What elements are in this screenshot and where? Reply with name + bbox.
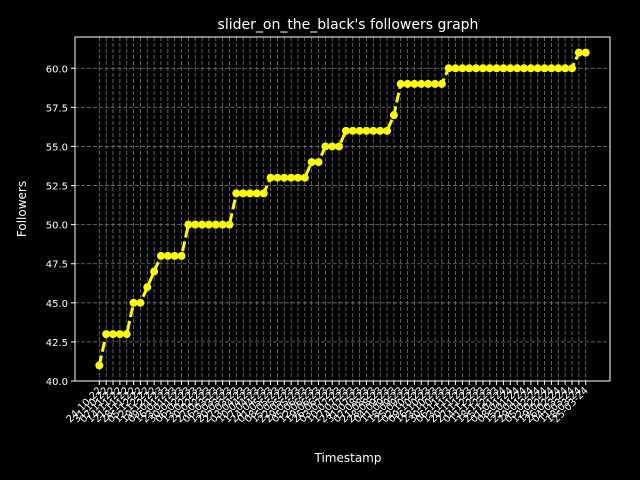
data-point: [287, 173, 296, 182]
y-tick-label: 52.5: [46, 182, 68, 193]
data-point: [376, 126, 385, 135]
data-point: [129, 298, 138, 307]
data-point: [204, 220, 213, 229]
data-point: [520, 64, 529, 73]
data-point: [513, 64, 522, 73]
data-point: [314, 158, 323, 167]
data-point: [273, 173, 282, 182]
y-tick-label: 40.0: [46, 377, 68, 388]
data-point: [465, 64, 474, 73]
y-axis-label: Followers: [15, 181, 29, 237]
data-point: [218, 220, 227, 229]
data-point: [492, 64, 501, 73]
data-point: [403, 79, 412, 88]
data-point: [163, 251, 172, 260]
data-point: [266, 173, 275, 182]
data-point: [211, 220, 220, 229]
data-point: [95, 361, 104, 370]
data-point: [143, 283, 152, 292]
data-point: [156, 251, 165, 260]
data-point: [369, 126, 378, 135]
data-point: [239, 189, 248, 198]
data-point: [252, 189, 261, 198]
data-point: [417, 79, 426, 88]
data-point: [389, 111, 398, 120]
data-point: [362, 126, 371, 135]
data-point: [321, 142, 330, 151]
data-point: [115, 330, 124, 339]
data-point: [259, 189, 268, 198]
data-point: [561, 64, 570, 73]
data-point: [150, 267, 159, 276]
y-tick-label: 60.0: [46, 64, 68, 75]
y-tick-label: 47.5: [46, 260, 68, 271]
data-point: [540, 64, 549, 73]
data-point: [383, 126, 392, 135]
data-point: [177, 251, 186, 260]
data-point: [472, 64, 481, 73]
data-point: [396, 79, 405, 88]
data-point: [122, 330, 131, 339]
data-point: [554, 64, 563, 73]
data-point: [437, 79, 446, 88]
data-point: [307, 158, 316, 167]
data-point: [225, 220, 234, 229]
data-point: [430, 79, 439, 88]
data-point: [198, 220, 207, 229]
data-point: [581, 48, 590, 57]
plot-frame: [74, 36, 611, 382]
data-point: [485, 64, 494, 73]
data-point: [184, 220, 193, 229]
data-point: [341, 126, 350, 135]
data-point: [424, 79, 433, 88]
data-point: [506, 64, 515, 73]
data-point: [232, 189, 241, 198]
data-point: [102, 330, 111, 339]
data-point: [478, 64, 487, 73]
y-tick-label: 57.5: [46, 103, 68, 114]
y-tick-label: 42.5: [46, 338, 68, 349]
data-point: [567, 64, 576, 73]
data-point: [526, 64, 535, 73]
data-point: [444, 64, 453, 73]
data-point: [300, 173, 309, 182]
data-point: [246, 189, 255, 198]
data-point: [170, 251, 179, 260]
data-point: [328, 142, 337, 151]
data-point: [191, 220, 200, 229]
x-axis-label: Timestamp: [314, 451, 382, 465]
y-tick-label: 45.0: [46, 299, 68, 310]
data-point: [280, 173, 289, 182]
data-point: [499, 64, 508, 73]
data-point: [451, 64, 460, 73]
y-tick-label: 55.0: [46, 142, 68, 153]
data-point: [574, 48, 583, 57]
data-point: [533, 64, 542, 73]
data-point: [355, 126, 364, 135]
chart-title: slider_on_the_black's followers graph: [218, 17, 479, 33]
data-point: [293, 173, 302, 182]
data-point: [348, 126, 357, 135]
data-point: [109, 330, 118, 339]
data-point: [547, 64, 556, 73]
data-point: [410, 79, 419, 88]
data-point: [335, 142, 344, 151]
data-point: [458, 64, 467, 73]
y-tick-label: 50.0: [46, 221, 68, 232]
data-point: [136, 298, 145, 307]
